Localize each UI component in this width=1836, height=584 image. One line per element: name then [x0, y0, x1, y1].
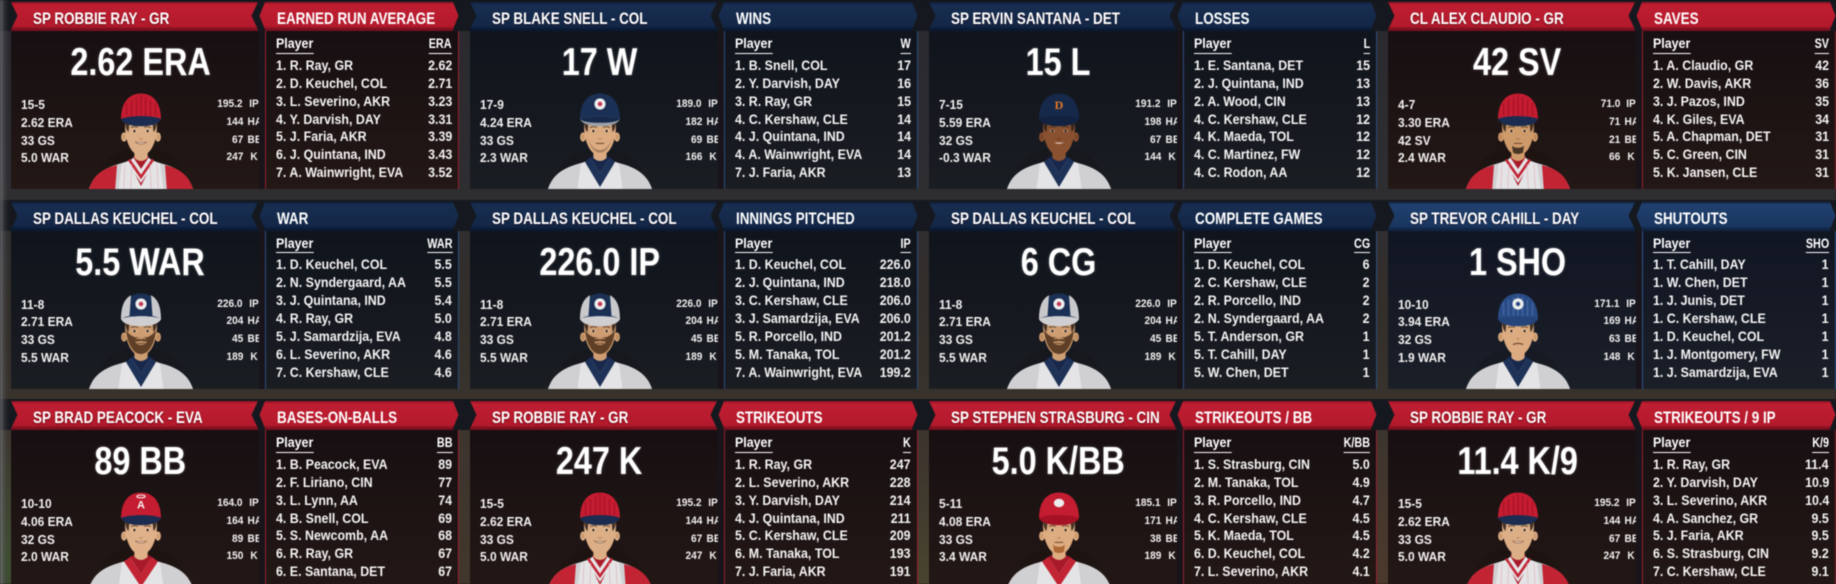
svg-text:D: D [1054, 98, 1063, 112]
svg-text:A: A [137, 500, 145, 512]
